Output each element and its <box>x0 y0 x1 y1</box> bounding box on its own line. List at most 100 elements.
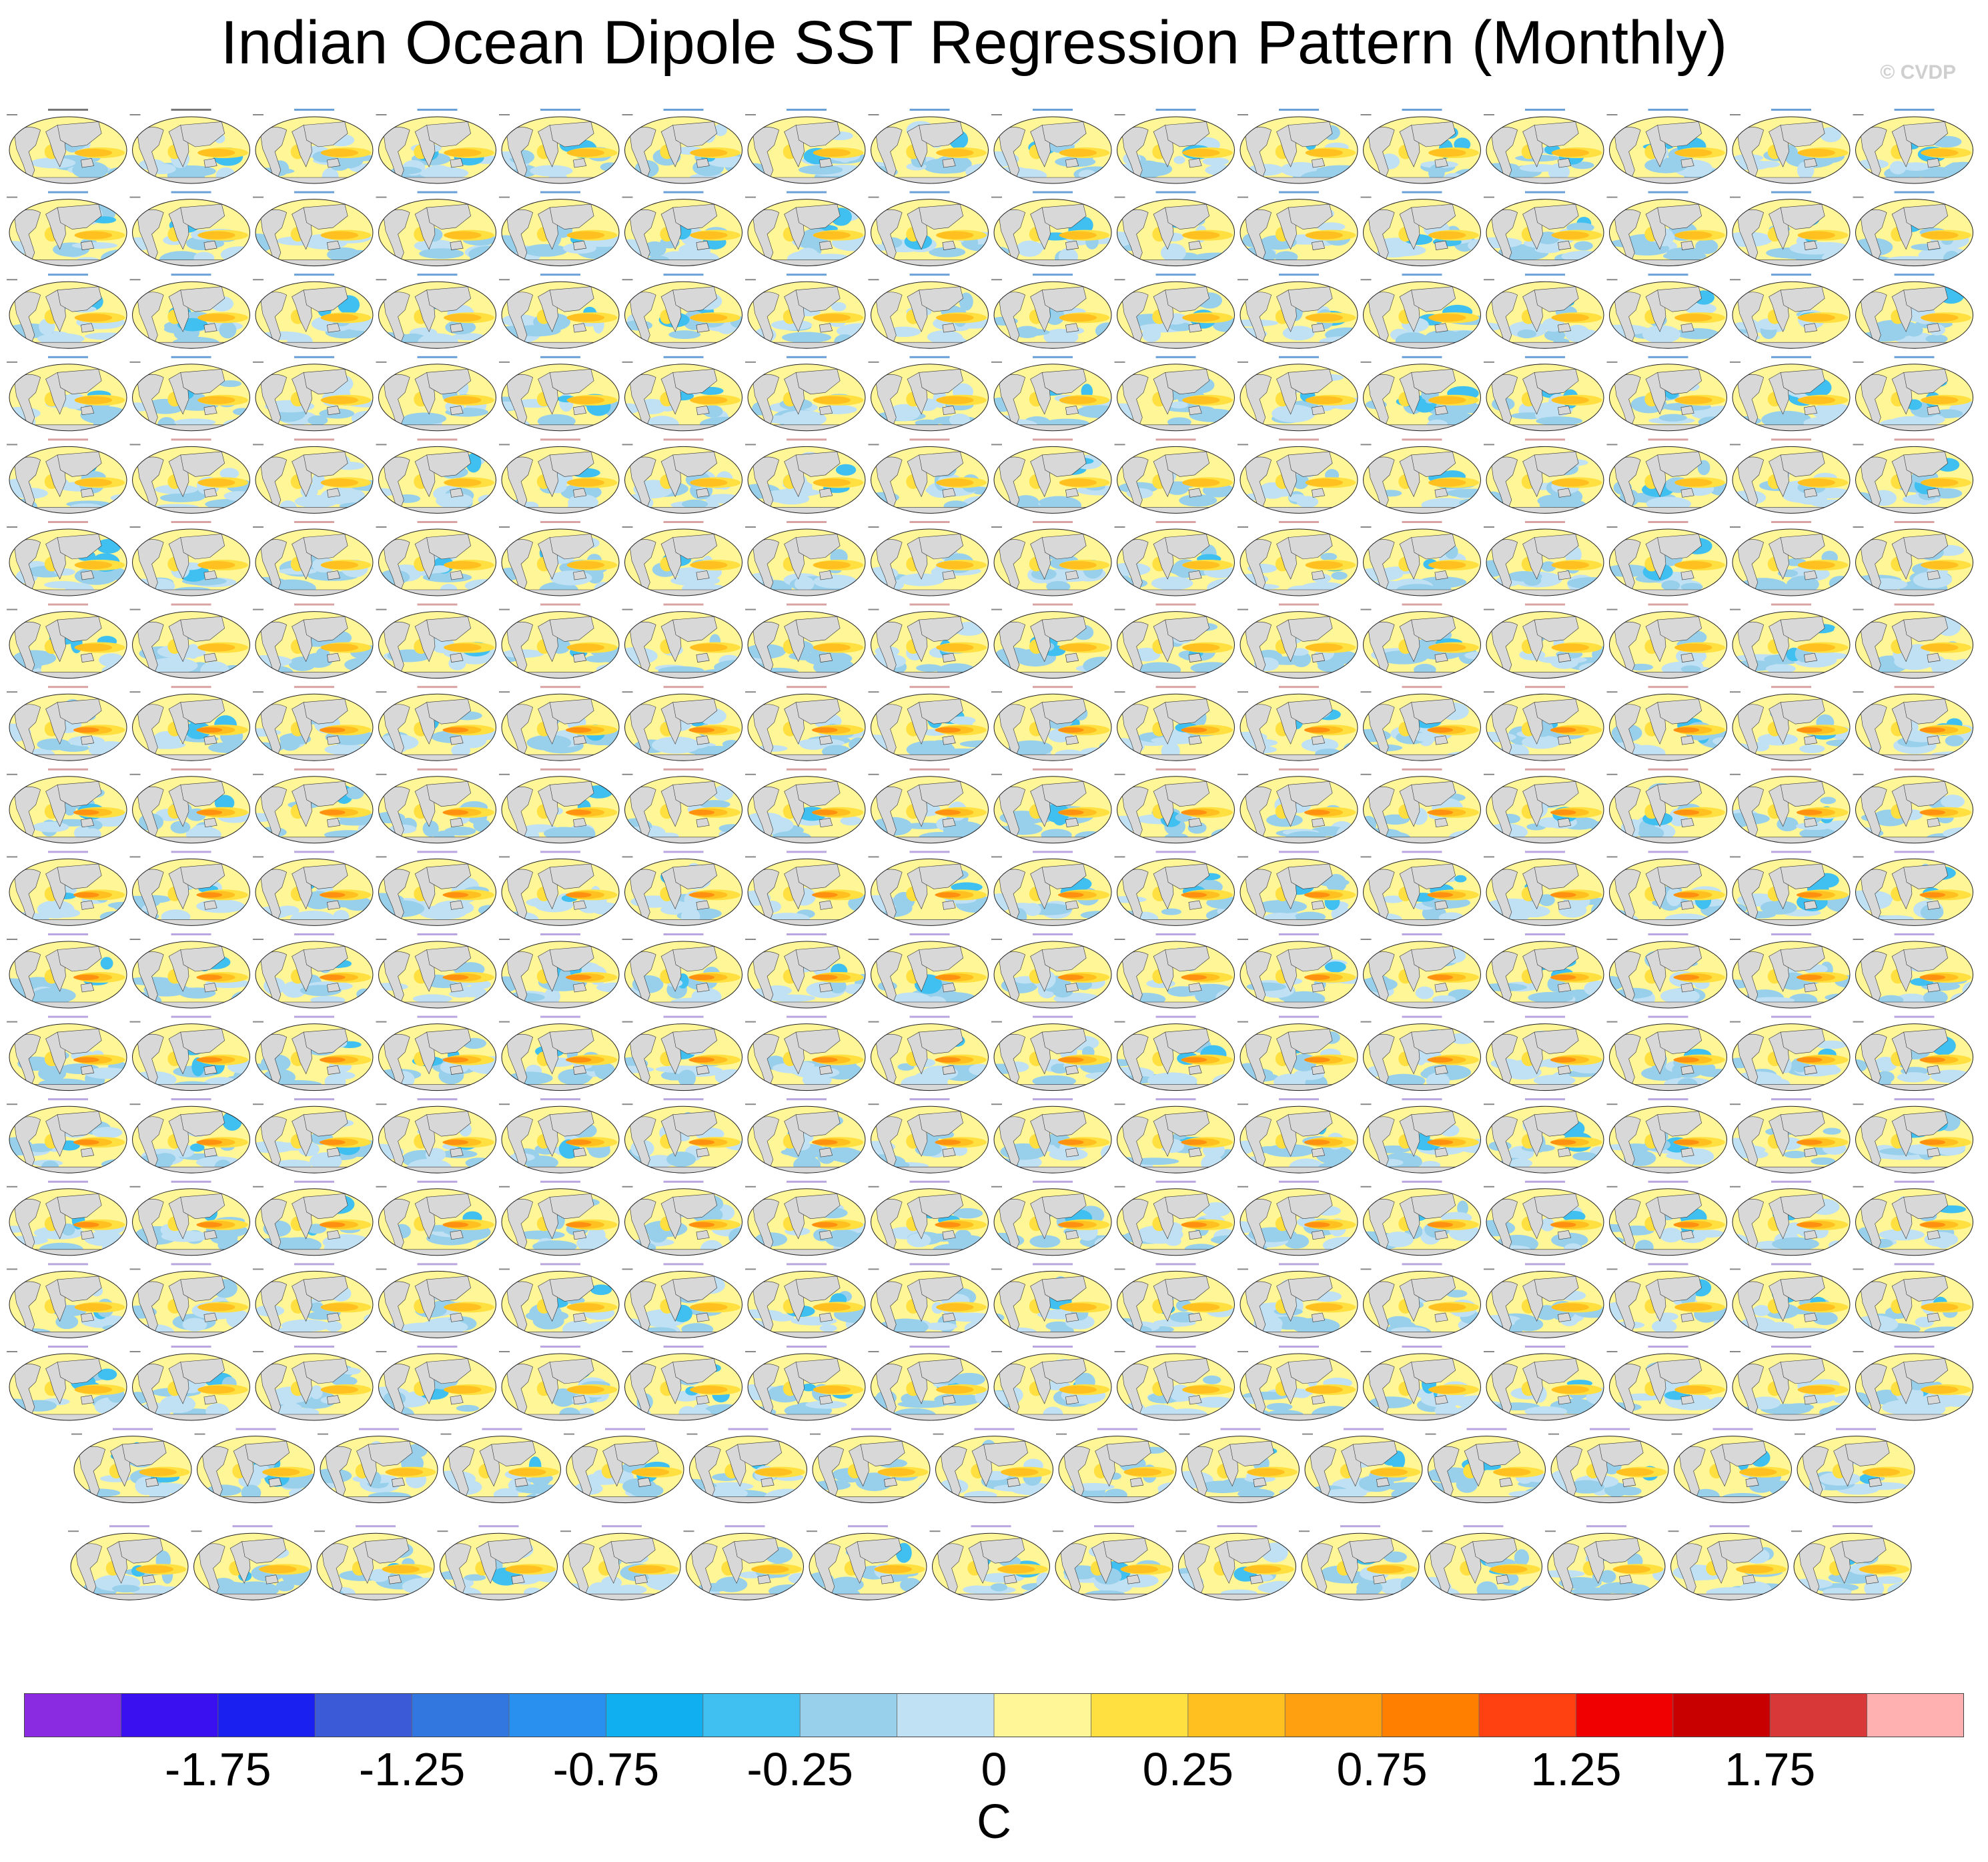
map-panel <box>991 1098 1112 1174</box>
colorbar-box <box>1091 1693 1189 1737</box>
map-panel <box>622 686 742 761</box>
map-panel <box>499 1263 620 1338</box>
map-panel <box>499 768 620 844</box>
map-panel <box>7 603 127 679</box>
map-panel <box>745 1180 866 1256</box>
map-panel <box>1668 1525 1789 1600</box>
map-panel <box>1606 1098 1727 1174</box>
colorbar-box <box>217 1693 316 1737</box>
map-panel <box>1114 438 1235 514</box>
map-panel <box>1853 1098 1973 1174</box>
map-panel <box>1302 1428 1423 1504</box>
map-panel <box>499 356 620 432</box>
map-panel <box>1484 1098 1604 1174</box>
colorbar-tick-label: -1.75 <box>165 1743 272 1795</box>
map-panel <box>129 933 250 1009</box>
colorbar-tick-label: -0.75 <box>552 1743 660 1795</box>
map-panel <box>1853 274 1973 349</box>
watermark: © CVDP <box>1880 61 1956 83</box>
map-panel <box>991 1346 1112 1421</box>
map-panel <box>1795 1428 1915 1504</box>
map-panel <box>683 1525 804 1600</box>
map-panel <box>1114 603 1235 679</box>
map-panel <box>868 686 989 761</box>
map-panel <box>1545 1525 1666 1600</box>
map-panel <box>622 1098 742 1174</box>
map-panel <box>194 1428 315 1504</box>
colorbar-box <box>509 1693 606 1737</box>
map-panel <box>499 438 620 514</box>
map-panel <box>564 1428 684 1504</box>
map-panel <box>7 1263 127 1338</box>
map-panel <box>1484 356 1604 432</box>
map-panel <box>253 191 374 267</box>
map-panel <box>1730 438 1851 514</box>
map-panel <box>745 851 866 926</box>
map-panel <box>1114 768 1235 844</box>
map-panel <box>1730 1098 1851 1174</box>
map-panel <box>1730 851 1851 926</box>
map-panel <box>1114 109 1235 184</box>
map-panel <box>1606 768 1727 844</box>
map-panel <box>1360 356 1481 432</box>
map-panel <box>991 603 1112 679</box>
colorbar-box <box>897 1693 995 1737</box>
map-panel <box>1237 438 1358 514</box>
map-panel <box>253 933 374 1009</box>
map-panel <box>68 1525 189 1600</box>
map-panel <box>499 521 620 596</box>
map-panel <box>253 1015 374 1091</box>
map-panel <box>868 274 989 349</box>
map-panel <box>129 521 250 596</box>
map-panel <box>1853 686 1973 761</box>
map-panel <box>929 1525 1050 1600</box>
map-panel <box>1730 603 1851 679</box>
map-panel <box>499 686 620 761</box>
map-panel <box>1484 1263 1604 1338</box>
map-panel <box>7 1098 127 1174</box>
map-panel <box>499 933 620 1009</box>
map-panel <box>376 1180 496 1256</box>
map-panel <box>1114 851 1235 926</box>
map-panel <box>868 1346 989 1421</box>
map-panel <box>686 1428 807 1504</box>
map-panel <box>1114 1098 1235 1174</box>
map-panel <box>7 1180 127 1256</box>
map-panel <box>1606 274 1727 349</box>
map-panel <box>745 933 866 1009</box>
map-panel <box>933 1428 1053 1504</box>
map-panel <box>622 933 742 1009</box>
map-panel <box>376 1015 496 1091</box>
map-panel <box>7 768 127 844</box>
map-panel <box>868 356 989 432</box>
map-panel <box>991 274 1112 349</box>
map-panel <box>745 109 866 184</box>
colorbar-box <box>800 1693 898 1737</box>
map-panel <box>129 768 250 844</box>
map-panel <box>1114 521 1235 596</box>
map-panel <box>253 603 374 679</box>
map-panel <box>1360 1346 1481 1421</box>
colorbar-box <box>315 1693 413 1737</box>
map-panel <box>1056 1428 1177 1504</box>
map-panel <box>1484 933 1604 1009</box>
map-panel <box>1548 1428 1669 1504</box>
panel-grid-svg <box>7 109 1973 1600</box>
colorbar-box <box>1576 1693 1674 1737</box>
map-panel <box>745 356 866 432</box>
map-panel <box>1853 521 1973 596</box>
map-panel <box>1360 521 1481 596</box>
colorbar-box <box>1770 1693 1868 1737</box>
map-panel <box>622 191 742 267</box>
map-panel <box>991 1015 1112 1091</box>
map-panel <box>7 1015 127 1091</box>
map-panel <box>1360 191 1481 267</box>
map-panel <box>1484 603 1604 679</box>
map-panel <box>1237 1180 1358 1256</box>
map-panel <box>376 191 496 267</box>
map-panel <box>622 603 742 679</box>
map-panel <box>1853 191 1973 267</box>
map-panel <box>376 1346 496 1421</box>
map-panel <box>1237 768 1358 844</box>
map-panel <box>868 768 989 844</box>
